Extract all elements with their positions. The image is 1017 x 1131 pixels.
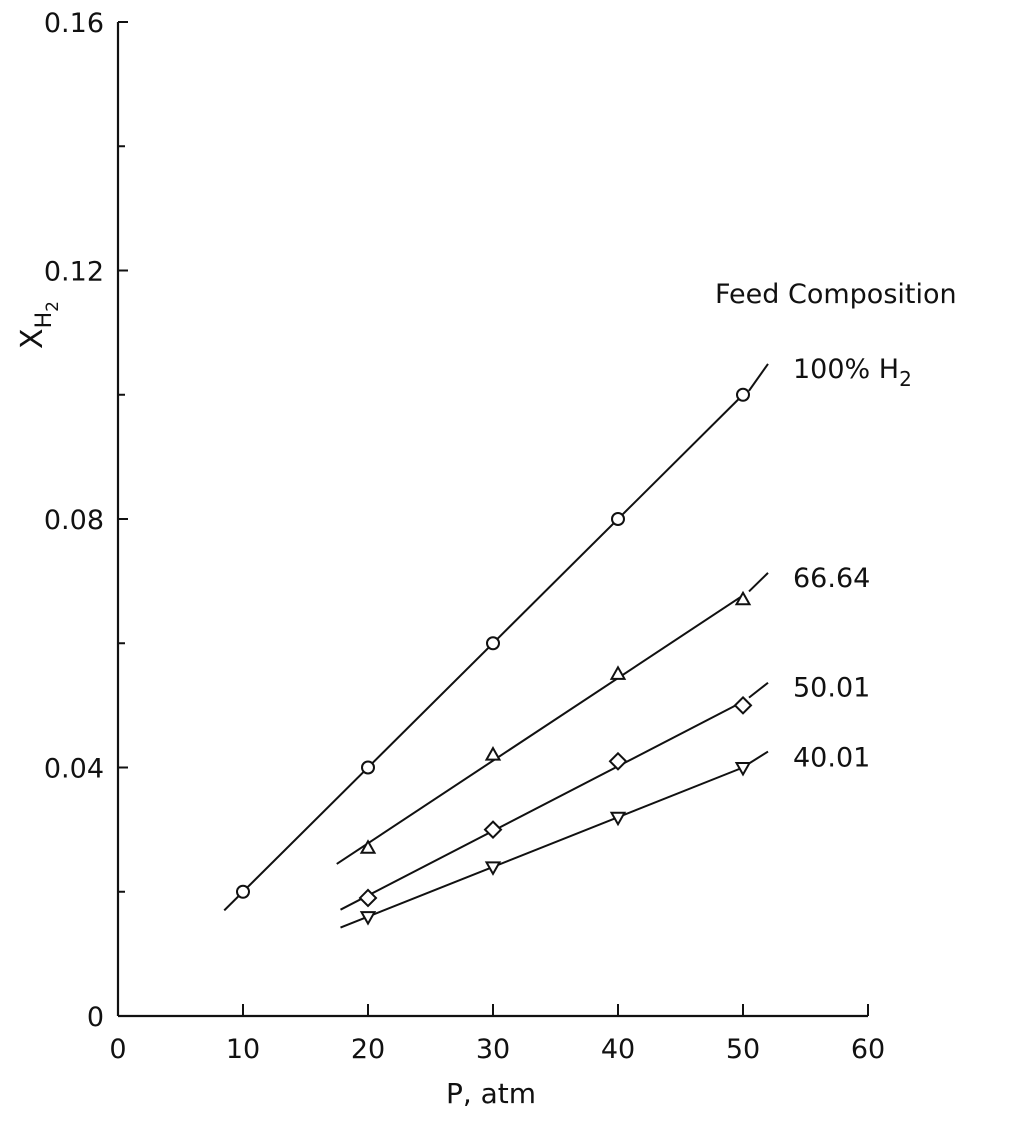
triangle-up-marker <box>609 665 627 680</box>
series-leader-line <box>748 363 769 392</box>
y-tick-label: 0.12 <box>44 257 104 288</box>
series-leader-line <box>748 681 769 699</box>
triangle-up-marker <box>484 746 502 761</box>
x-tick-label: 20 <box>351 1034 385 1065</box>
x-tick-label: 30 <box>476 1034 510 1065</box>
series-0 <box>223 363 769 912</box>
series-label-text: 50.01 <box>793 673 870 704</box>
series-line <box>223 394 744 912</box>
y-tick-label: 0.04 <box>44 754 104 785</box>
diamond-marker <box>483 820 503 840</box>
x-ticks: 0 10 20 30 40 50 60 <box>109 1004 885 1065</box>
triangle-down-marker <box>484 861 502 876</box>
series-3 <box>340 750 769 929</box>
series-leader-line <box>748 750 769 765</box>
y-axis-title-main: X <box>15 328 50 349</box>
x-tick-label: 60 <box>851 1034 885 1065</box>
y-tick-label: 0.16 <box>44 8 104 39</box>
triangle-up-marker <box>734 590 752 606</box>
diamond-marker <box>358 888 378 908</box>
circle-marker <box>486 636 500 651</box>
diamond-marker <box>733 695 753 715</box>
series-label-subscript: 2 <box>899 367 912 391</box>
series-label: 66.64 <box>793 563 870 594</box>
triangle-down-marker <box>609 811 627 827</box>
series-label-text: 100% H <box>793 354 899 385</box>
y-axis-title-sub: H <box>32 312 57 329</box>
triangle-down-marker <box>734 762 752 777</box>
diamond-marker <box>608 751 628 771</box>
x-tick-label: 50 <box>726 1034 760 1065</box>
circle-marker <box>236 884 250 899</box>
y-axis-title: XH2 <box>15 301 63 349</box>
x-axis-title: P, atm <box>446 1077 536 1110</box>
circle-marker <box>736 387 750 402</box>
series-label: 40.01 <box>793 743 870 774</box>
triangle-down-marker <box>359 911 377 926</box>
series-line <box>336 594 744 865</box>
circle-marker <box>361 760 375 775</box>
legend-title: Feed Composition <box>715 279 957 310</box>
series-label: 100% H2 <box>793 354 912 391</box>
series-leader-line <box>748 572 769 593</box>
x-tick-label: 10 <box>226 1034 260 1065</box>
series-labels: 100% H2 66.64 50.01 40.01 <box>793 354 912 774</box>
y-ticks: 0 0.04 0.08 0.12 0.16 <box>44 8 128 1033</box>
circle-marker <box>611 512 625 526</box>
y-tick-label: 0.08 <box>44 505 104 536</box>
y-tick-label: 0 <box>87 1002 104 1033</box>
x-tick-label: 40 <box>601 1034 635 1065</box>
triangle-up-marker <box>359 839 377 854</box>
series-label-text: 66.64 <box>793 563 870 594</box>
series-layer <box>223 363 769 929</box>
x-tick-label: 0 <box>109 1034 126 1065</box>
series-line <box>340 700 744 911</box>
series-line <box>340 766 744 929</box>
series-label: 50.01 <box>793 673 870 704</box>
series-1 <box>336 572 769 865</box>
y-axis-title-subsub: 2 <box>43 301 63 312</box>
series-label-text: 40.01 <box>793 743 870 774</box>
series-2 <box>340 681 769 911</box>
